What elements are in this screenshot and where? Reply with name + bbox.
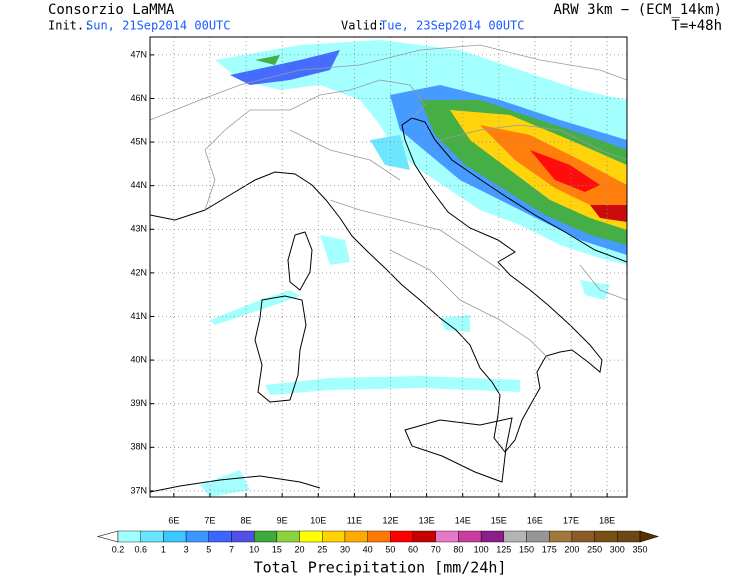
colorbar-swatch bbox=[322, 530, 346, 543]
y-tick-label: 43N bbox=[130, 224, 147, 234]
y-tick-label: 42N bbox=[130, 267, 147, 277]
y-tick-label: 37N bbox=[130, 485, 147, 495]
colorbar-label: 0.6 bbox=[134, 544, 147, 554]
x-tick-label: 16E bbox=[527, 515, 543, 525]
valid-label: Valid: bbox=[341, 19, 384, 33]
colorbar-label: 100 bbox=[474, 544, 489, 554]
colorbar-high bbox=[639, 530, 660, 543]
colorbar-label: 3 bbox=[184, 544, 189, 554]
x-tick-label: 12E bbox=[382, 515, 398, 525]
colorbar-swatch bbox=[412, 530, 436, 543]
colorbar-low bbox=[96, 530, 119, 543]
colorbar-label: 0.2 bbox=[112, 544, 125, 554]
map-area: 6E 7E 8E 9E 10E 11E 12E 13E 14E 15E 16E 17E 18E 37N 38… bbox=[130, 36, 628, 525]
init-date: Sun, 21Sep2014 00UTC bbox=[86, 19, 231, 33]
colorbar-swatch bbox=[526, 530, 550, 543]
colorbar-label: 20 bbox=[295, 544, 305, 554]
colorbar-swatch bbox=[208, 530, 232, 543]
colorbar-label: 50 bbox=[385, 544, 395, 554]
y-tick-label: 40N bbox=[130, 354, 147, 364]
y-tick-label: 46N bbox=[130, 93, 147, 103]
x-tick-label: 8E bbox=[241, 515, 252, 525]
x-tick-label: 9E bbox=[277, 515, 288, 525]
precipitation bbox=[200, 40, 627, 497]
valid-date: Tue, 23Sep2014 00UTC bbox=[380, 19, 525, 33]
init-label: Init.: bbox=[48, 19, 91, 33]
colorbar-swatch bbox=[390, 530, 414, 543]
x-tick-label: 18E bbox=[599, 515, 615, 525]
colorbar-swatch bbox=[367, 530, 391, 543]
x-tick-label: 7E bbox=[204, 515, 215, 525]
colorbar-swatch bbox=[458, 530, 482, 543]
x-tick-label: 17E bbox=[563, 515, 579, 525]
colorbar-label: 80 bbox=[453, 544, 463, 554]
colorbar-label: 350 bbox=[632, 544, 647, 554]
y-tick-label: 41N bbox=[130, 311, 147, 321]
colorbar-label: 60 bbox=[408, 544, 418, 554]
colorbar-label: 30 bbox=[340, 544, 350, 554]
axis-ticks: 6E 7E 8E 9E 10E 11E 12E 13E 14E 15E 16E 17E 18E 37N 38… bbox=[130, 49, 615, 525]
model: ARW 3km − (ECM_14km) bbox=[553, 2, 722, 18]
colorbar-label: 200 bbox=[564, 544, 579, 554]
colorbar-label: 1 bbox=[161, 544, 166, 554]
colorbar-swatch bbox=[231, 530, 255, 543]
colorbar-label: 70 bbox=[431, 544, 441, 554]
colorbar-swatch bbox=[276, 530, 300, 543]
y-tick-label: 45N bbox=[130, 136, 147, 146]
colorbar-label: 40 bbox=[363, 544, 373, 554]
colorbar-label: 5 bbox=[206, 544, 211, 554]
y-tick-label: 39N bbox=[130, 398, 147, 408]
y-tick-label: 38N bbox=[130, 442, 147, 452]
colorbar-label: 175 bbox=[542, 544, 557, 554]
borders bbox=[150, 44, 627, 361]
colorbar-swatch bbox=[480, 530, 505, 543]
colorbar-swatch bbox=[163, 530, 187, 543]
x-tick-label: 14E bbox=[455, 515, 471, 525]
x-tick-label: 10E bbox=[310, 515, 326, 525]
title: Consorzio LaMMA bbox=[48, 2, 175, 18]
colorbar-swatch bbox=[117, 530, 141, 543]
colorbar-swatch bbox=[549, 530, 573, 543]
colorbar-swatch bbox=[299, 530, 323, 543]
y-tick-label: 47N bbox=[130, 49, 147, 59]
graticule bbox=[150, 37, 627, 497]
colorbar-swatch bbox=[185, 530, 209, 543]
colorbar: 0.2 0.6 1 3 5 7 10 15 20 25 30 40 50 60 70 80 100 125 150 1… bbox=[96, 530, 660, 554]
colorbar-swatch bbox=[253, 530, 278, 543]
colorbar-swatch bbox=[140, 530, 164, 543]
y-tick-label: 44N bbox=[130, 180, 147, 190]
colorbar-label: 125 bbox=[496, 544, 511, 554]
colorbar-label: 300 bbox=[610, 544, 625, 554]
colorbar-title: Total Precipitation [mm/24h] bbox=[254, 559, 507, 577]
x-tick-label: 6E bbox=[168, 515, 179, 525]
colorbar-swatch bbox=[594, 530, 618, 543]
x-tick-label: 13E bbox=[419, 515, 435, 525]
colorbar-swatch bbox=[571, 530, 595, 543]
x-tick-label: 11E bbox=[347, 515, 362, 525]
colorbar-swatch bbox=[503, 530, 527, 543]
map-frame bbox=[149, 36, 628, 498]
lead-time: T=+48h bbox=[671, 18, 722, 34]
colorbar-swatch bbox=[617, 530, 641, 543]
colorbar-label: 7 bbox=[229, 544, 234, 554]
colorbar-label: 15 bbox=[272, 544, 282, 554]
colorbar-swatch bbox=[344, 530, 368, 543]
x-tick-label: 15E bbox=[491, 515, 507, 525]
map-content bbox=[150, 37, 627, 497]
colorbar-label: 10 bbox=[249, 544, 259, 554]
colorbar-label: 150 bbox=[519, 544, 534, 554]
colorbar-label: 25 bbox=[317, 544, 327, 554]
colorbar-swatch bbox=[435, 530, 459, 543]
colorbar-label: 250 bbox=[587, 544, 602, 554]
